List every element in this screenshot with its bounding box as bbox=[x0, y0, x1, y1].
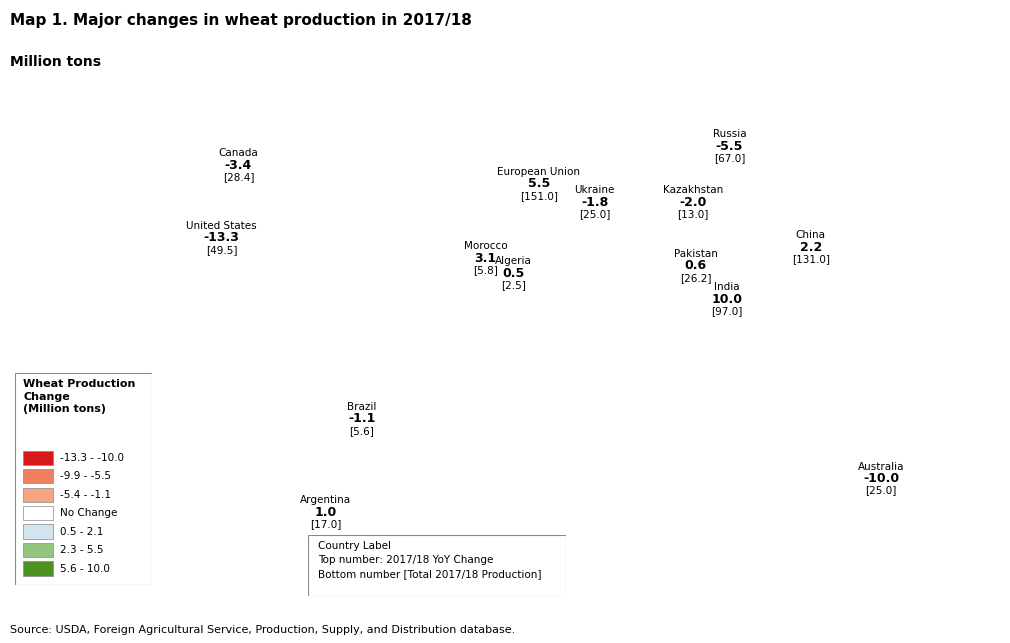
Text: 1.0: 1.0 bbox=[314, 505, 336, 519]
Text: -13.3 - -10.0: -13.3 - -10.0 bbox=[61, 453, 124, 463]
Text: [49.5]: [49.5] bbox=[206, 245, 237, 255]
Text: Kazakhstan: Kazakhstan bbox=[663, 185, 723, 195]
Text: Russia: Russia bbox=[713, 129, 746, 140]
Text: Source: USDA, Foreign Agricultural Service, Production, Supply, and Distribution: Source: USDA, Foreign Agricultural Servi… bbox=[10, 625, 515, 635]
Text: 2.3 - 5.5: 2.3 - 5.5 bbox=[61, 545, 104, 555]
Text: 5.6 - 10.0: 5.6 - 10.0 bbox=[61, 563, 110, 574]
Text: [17.0]: [17.0] bbox=[310, 519, 341, 529]
Text: No Change: No Change bbox=[61, 508, 117, 518]
Text: United States: United States bbox=[186, 221, 257, 231]
Text: [131.0]: [131.0] bbox=[792, 254, 830, 264]
Text: Ukraine: Ukraine bbox=[575, 185, 615, 195]
Text: 10.0: 10.0 bbox=[711, 293, 742, 306]
Text: Pakistan: Pakistan bbox=[674, 249, 718, 259]
Bar bbox=[23, 506, 54, 520]
Text: Morocco: Morocco bbox=[464, 241, 507, 251]
Text: Country Label
Top number: 2017/18 YoY Change
Bottom number [Total 2017/18 Produc: Country Label Top number: 2017/18 YoY Ch… bbox=[318, 541, 541, 579]
Bar bbox=[23, 561, 54, 575]
Text: [97.0]: [97.0] bbox=[711, 306, 742, 316]
Bar bbox=[23, 525, 54, 539]
Text: -1.1: -1.1 bbox=[348, 412, 376, 426]
Text: -5.5: -5.5 bbox=[716, 140, 743, 153]
Text: [26.2]: [26.2] bbox=[680, 273, 711, 283]
Text: Algeria: Algeria bbox=[495, 257, 532, 266]
Text: [13.0]: [13.0] bbox=[678, 210, 709, 219]
Text: -3.4: -3.4 bbox=[225, 159, 252, 172]
Text: -9.9 - -5.5: -9.9 - -5.5 bbox=[61, 471, 111, 481]
Text: [67.0]: [67.0] bbox=[714, 153, 745, 163]
Text: 0.5: 0.5 bbox=[502, 267, 524, 280]
Text: Brazil: Brazil bbox=[347, 402, 377, 412]
Text: -2.0: -2.0 bbox=[680, 196, 707, 209]
Bar bbox=[23, 543, 54, 557]
Text: 5.5: 5.5 bbox=[527, 177, 549, 190]
Text: China: China bbox=[796, 230, 826, 240]
Text: Australia: Australia bbox=[857, 462, 904, 471]
Text: -5.4 - -1.1: -5.4 - -1.1 bbox=[61, 490, 111, 500]
Bar bbox=[23, 469, 54, 484]
Text: Wheat Production
Change
(Million tons): Wheat Production Change (Million tons) bbox=[23, 379, 135, 414]
Text: [5.8]: [5.8] bbox=[473, 266, 498, 275]
Text: Canada: Canada bbox=[218, 148, 259, 158]
Text: [25.0]: [25.0] bbox=[866, 485, 897, 496]
Text: Million tons: Million tons bbox=[10, 55, 101, 69]
Text: European Union: European Union bbox=[497, 167, 580, 177]
Text: 3.1: 3.1 bbox=[475, 252, 497, 265]
Bar bbox=[23, 487, 54, 502]
Text: 0.6: 0.6 bbox=[685, 259, 707, 273]
Text: [28.4]: [28.4] bbox=[223, 172, 255, 182]
Text: 2.2: 2.2 bbox=[800, 240, 822, 254]
Text: Argentina: Argentina bbox=[300, 495, 351, 505]
Text: Map 1. Major changes in wheat production in 2017/18: Map 1. Major changes in wheat production… bbox=[10, 13, 472, 28]
Text: -13.3: -13.3 bbox=[204, 231, 239, 244]
Text: [2.5]: [2.5] bbox=[501, 280, 526, 290]
Text: India: India bbox=[714, 282, 739, 293]
Text: [25.0]: [25.0] bbox=[579, 210, 610, 219]
Bar bbox=[23, 451, 54, 465]
Text: -1.8: -1.8 bbox=[581, 196, 608, 209]
Text: [151.0]: [151.0] bbox=[520, 191, 558, 201]
Text: [5.6]: [5.6] bbox=[349, 426, 375, 436]
Text: -10.0: -10.0 bbox=[863, 472, 899, 485]
Text: 0.5 - 2.1: 0.5 - 2.1 bbox=[61, 527, 103, 537]
